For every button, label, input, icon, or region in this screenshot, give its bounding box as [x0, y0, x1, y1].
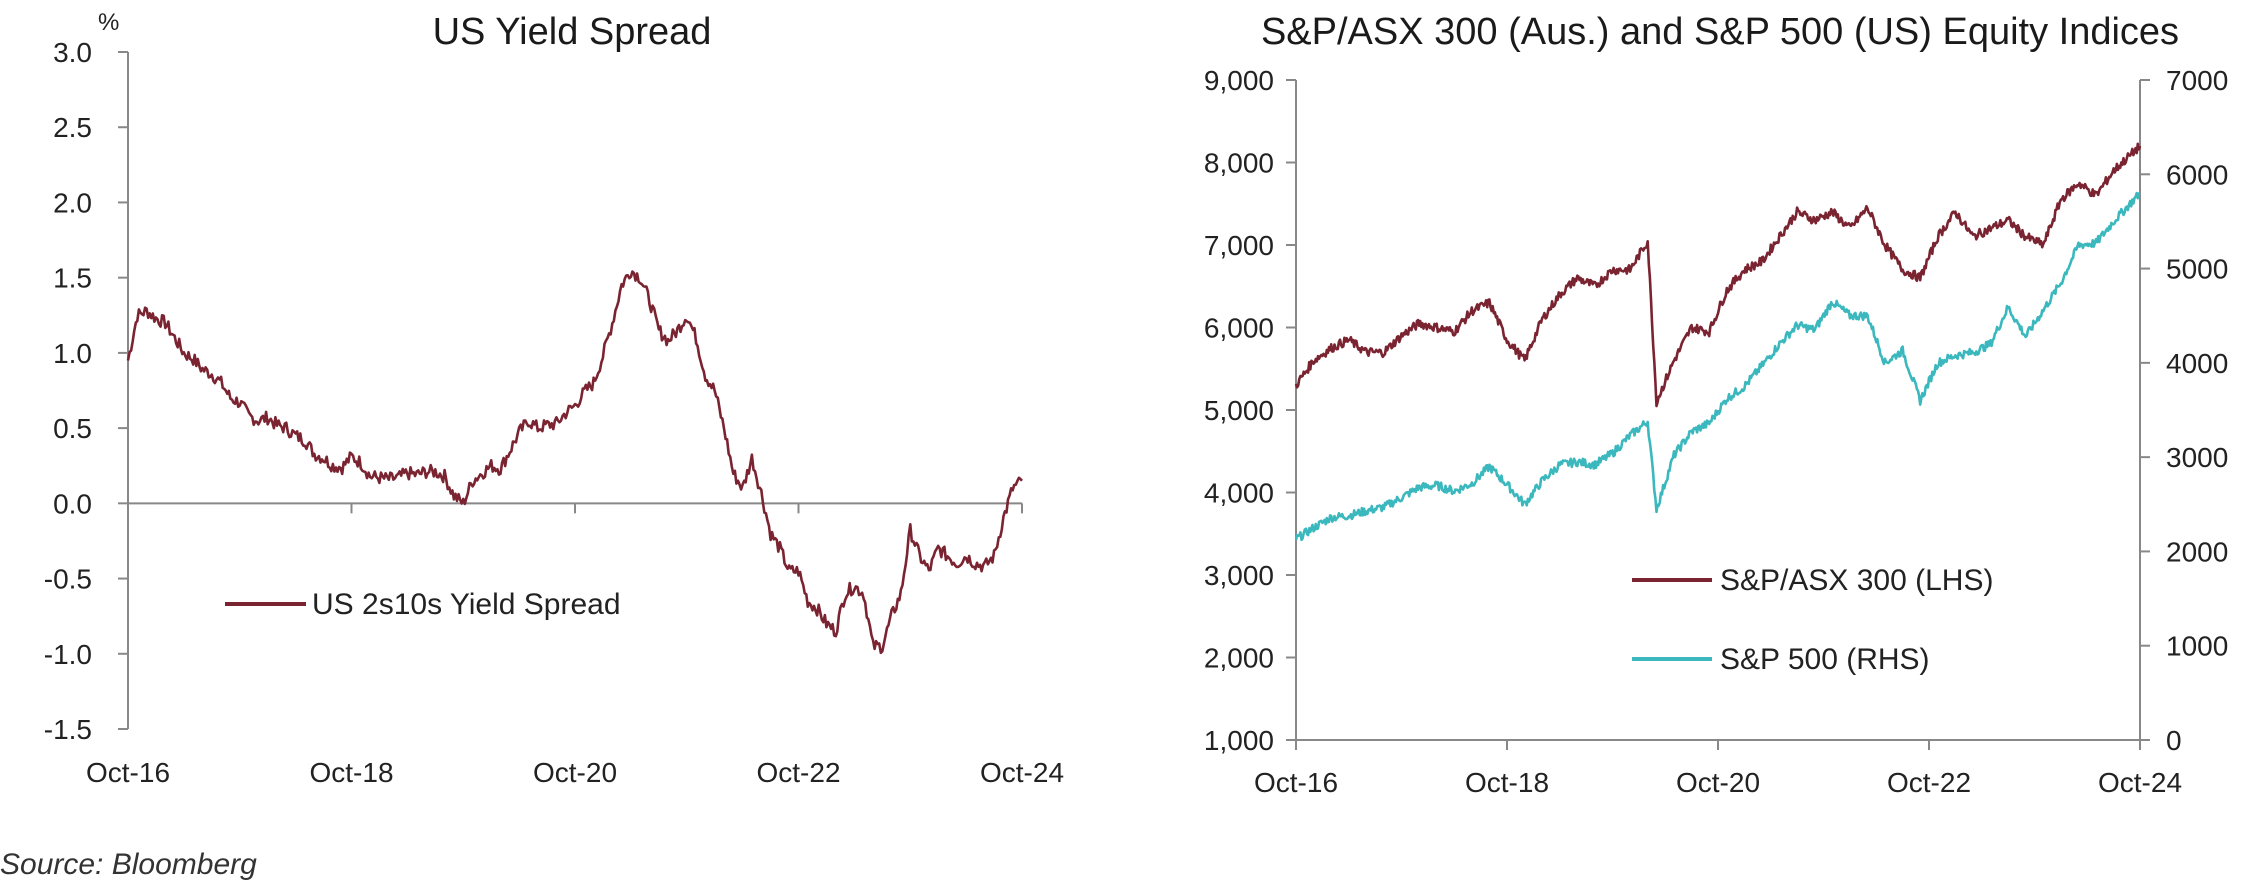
- chart1-ylabel: %: [98, 9, 119, 36]
- source-note: Source: Bloomberg: [0, 848, 257, 881]
- chart1-y-tick-label: -1.0: [44, 639, 92, 670]
- yield-spread-chart: US Yield Spread%3.0 2.5 2.0 1.5 1.0 0.5 0.0 -0.…: [44, 9, 1064, 788]
- chart2-title: S&P/ASX 300 (Aus.) and S&P 500 (US) Equi…: [1261, 11, 2179, 53]
- chart1-x-tick-label: Oct-24: [980, 757, 1064, 788]
- chart2-right-tick-label: 6000: [2166, 159, 2228, 190]
- chart1-y-tick-label: 0.5: [53, 413, 92, 444]
- chart2-x-tick-label: Oct-20: [1676, 767, 1760, 798]
- chart2-right-tick-label: 3000: [2166, 442, 2228, 473]
- chart1-y-tick-label: 0.0: [53, 488, 92, 519]
- chart2-legend-label-sp500: S&P 500 (RHS): [1720, 643, 1930, 676]
- chart1-title: US Yield Spread: [433, 11, 712, 53]
- equity-indices-chart: S&P/ASX 300 (Aus.) and S&P 500 (US) Equi…: [1204, 11, 2228, 798]
- chart1-x-tick-label: Oct-18: [309, 757, 393, 788]
- chart2-x-tick-label: Oct-24: [2098, 767, 2182, 798]
- chart2-right-tick-label: 2000: [2166, 536, 2228, 567]
- chart1-series-line: [126, 270, 1023, 655]
- chart1-x-tick-label: Oct-22: [756, 757, 840, 788]
- chart2-x-tick-label: Oct-18: [1465, 767, 1549, 798]
- chart1-y-tick-label: 2.0: [53, 187, 92, 218]
- chart1-y-tick-label: 3.0: [53, 37, 92, 68]
- chart1-x-tick-label: Oct-16: [86, 757, 170, 788]
- chart2-left-tick-label: 5,000: [1204, 395, 1274, 426]
- chart2-legend-label-asx: S&P/ASX 300 (LHS): [1720, 564, 1993, 597]
- chart2-right-tick-label: 4000: [2166, 348, 2228, 379]
- chart1-y-tick-label: -1.5: [44, 714, 92, 745]
- chart1-y-tick-label: -0.5: [44, 564, 92, 595]
- chart2-left-tick-label: 8,000: [1204, 148, 1274, 179]
- chart2-x-tick-label: Oct-22: [1887, 767, 1971, 798]
- chart1-y-tick-label: 1.0: [53, 338, 92, 369]
- chart1-y-tick-label: 1.5: [53, 263, 92, 294]
- chart2-sp500-line: [1294, 191, 2141, 542]
- chart2-left-tick-label: 1,000: [1204, 725, 1274, 756]
- chart1-legend-label: US 2s10s Yield Spread: [312, 588, 621, 621]
- chart2-right-tick-label: 5000: [2166, 254, 2228, 285]
- chart2-left-tick-label: 9,000: [1204, 65, 1274, 96]
- chart2-right-tick-label: 1000: [2166, 631, 2228, 662]
- chart2-left-tick-label: 7,000: [1204, 230, 1274, 261]
- chart2-x-tick-label: Oct-16: [1254, 767, 1338, 798]
- chart1-x-tick-label: Oct-20: [533, 757, 617, 788]
- chart2-asx300-line: [1294, 142, 2142, 408]
- chart2-left-tick-label: 2,000: [1204, 643, 1274, 674]
- chart2-left-tick-label: 4,000: [1204, 478, 1274, 509]
- chart2-right-tick-label: 0: [2166, 725, 2182, 756]
- chart2-right-tick-label: 7000: [2166, 65, 2228, 96]
- chart1-y-tick-label: 2.5: [53, 112, 92, 143]
- chart2-left-tick-label: 6,000: [1204, 313, 1274, 344]
- chart2-left-tick-label: 3,000: [1204, 560, 1274, 591]
